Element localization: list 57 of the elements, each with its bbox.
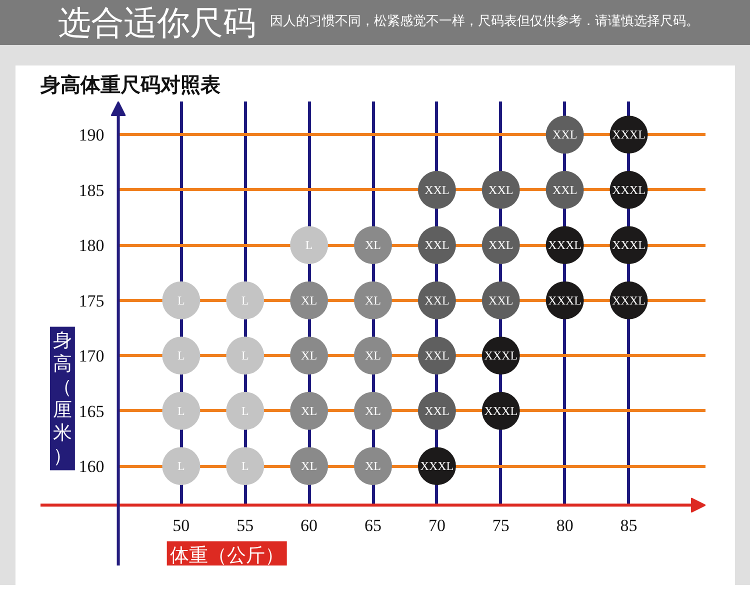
text: XXXL	[612, 293, 646, 308]
text: XXL	[424, 182, 450, 197]
text: XXL	[424, 238, 450, 252]
text: XXXL	[548, 293, 582, 308]
text: XXXL	[612, 182, 646, 197]
series-label: L	[178, 293, 185, 308]
x-tick-label: 60	[300, 516, 318, 536]
text: L	[178, 459, 185, 474]
x-tick-label: 80	[556, 516, 574, 536]
y-tick-label: 175	[78, 291, 104, 310]
text: L	[241, 404, 249, 418]
y-tick-label: 180	[78, 236, 104, 256]
text: XL	[301, 404, 318, 418]
x-axis-title: 体重（公斤）	[170, 544, 284, 566]
text: XXXL	[548, 238, 582, 252]
x-tick-label: 50	[172, 516, 190, 536]
y-tick-label: 170	[78, 346, 104, 366]
y-axis-title: 身高（厘米）	[52, 330, 72, 468]
y-tick-label: 160	[78, 457, 104, 476]
text: XXL	[424, 293, 450, 308]
text: 身高体重尺码对照表	[40, 72, 220, 96]
text: L	[178, 404, 185, 418]
text: XXL	[424, 348, 450, 363]
text: L	[241, 348, 249, 363]
text: XL	[365, 293, 381, 308]
text: XXL	[552, 182, 578, 197]
y-tick-label: 190	[78, 126, 104, 145]
text: XXL	[424, 404, 450, 418]
text: XXXL	[484, 348, 518, 363]
text: L	[241, 459, 249, 474]
series-label: XL	[301, 348, 318, 363]
y-tick-label: 185	[78, 180, 104, 200]
x-tick-label: 55	[236, 516, 254, 536]
text: XXXL	[484, 404, 518, 418]
text: XL	[301, 293, 318, 308]
text: XXXL	[420, 459, 454, 474]
text: XXL	[488, 182, 514, 197]
series-label: XXXL	[612, 128, 646, 142]
text: XL	[365, 459, 381, 474]
text: XL	[365, 348, 381, 363]
y-tick-label: 165	[78, 402, 104, 421]
x-tick-label: 85	[620, 516, 638, 536]
series-label: XXL	[552, 128, 578, 142]
text: XXL	[488, 238, 514, 252]
x-tick-label: 70	[428, 516, 446, 536]
text: XL	[301, 459, 318, 474]
text: XXL	[488, 293, 514, 308]
text: L	[305, 238, 313, 252]
text: XL	[365, 238, 381, 252]
chart-title: 选合适你尺码	[58, 2, 256, 44]
x-tick-label: 65	[364, 516, 382, 536]
x-tick-label: 75	[492, 516, 510, 536]
text: XL	[365, 404, 381, 418]
chart-subtitle: 因人的习惯不同，松紧感觉不一样，尺码表但仅供参考．请谨慎选择尺码。	[270, 13, 699, 32]
text: L	[241, 293, 249, 308]
text: XXXL	[612, 238, 646, 252]
text: L	[178, 348, 185, 363]
